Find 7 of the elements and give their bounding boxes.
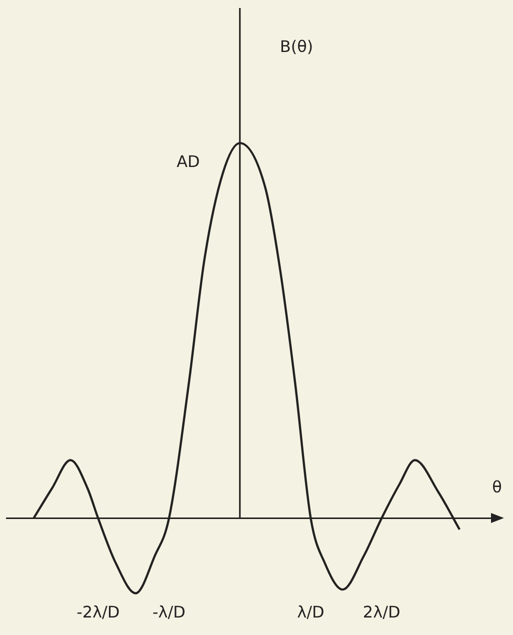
x-tick-label: -λ/D [152, 602, 186, 622]
x-tick-label: -2λ/D [76, 602, 120, 622]
x-axis-title: θ [492, 477, 502, 496]
x-tick-label: λ/D [297, 602, 324, 622]
x-tick-label: 2λ/D [362, 602, 400, 622]
text: B(θ) [280, 37, 314, 56]
annotation: AD [176, 152, 200, 172]
